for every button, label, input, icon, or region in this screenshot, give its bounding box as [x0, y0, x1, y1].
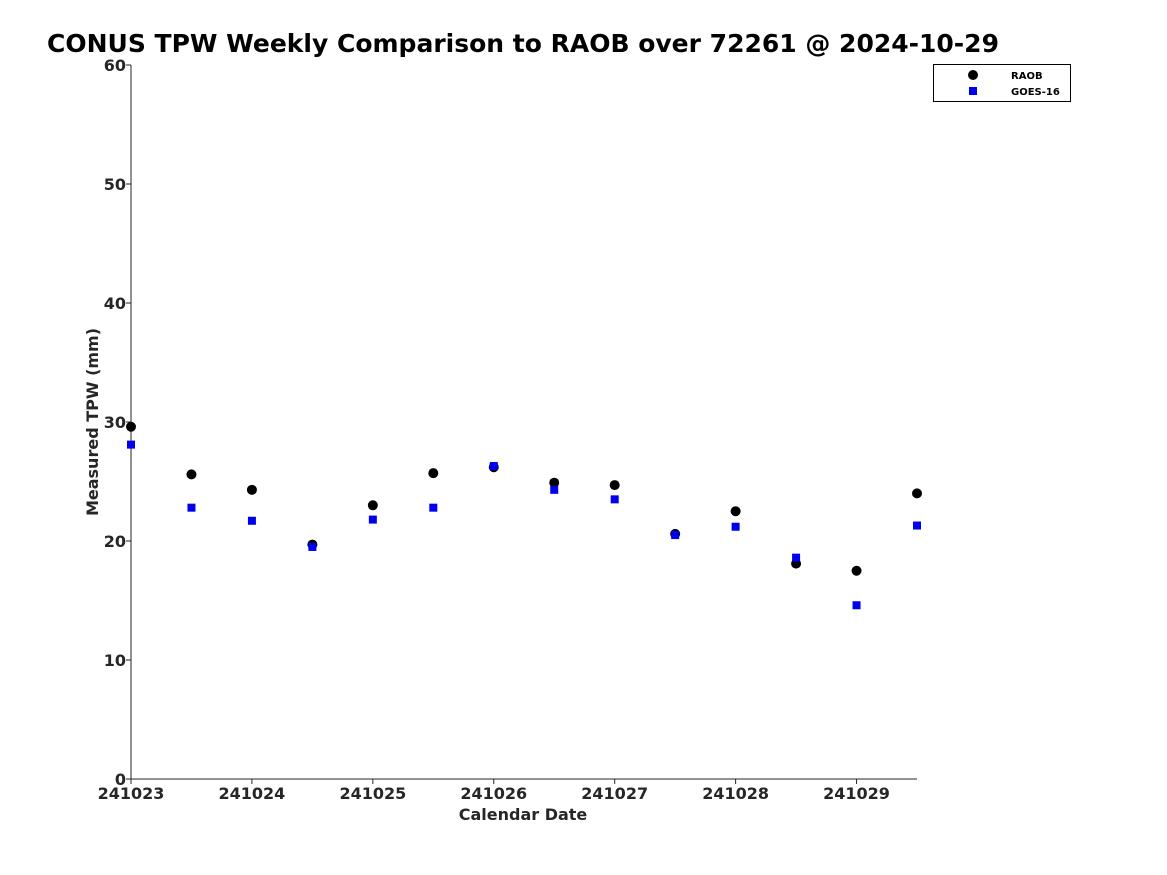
point-raob [730, 506, 741, 517]
legend: RAOB GOES-16 [933, 64, 1071, 102]
y-tick-label: 60 [104, 56, 126, 75]
x-tick-label: 241023 [98, 784, 165, 803]
x-tick-label: 241029 [823, 784, 890, 803]
legend-label-goes16: GOES-16 [1011, 87, 1060, 98]
chart-title: CONUS TPW Weekly Comparison to RAOB over… [47, 29, 999, 58]
legend-box [933, 64, 1071, 102]
point-goes16 [489, 462, 498, 471]
point-goes16 [127, 440, 135, 449]
x-axis: 241023 241024 241025 241026 241027 241028 2410… [98, 778, 917, 803]
y-tick-label: 0 [115, 770, 126, 789]
legend-label-raob: RAOB [1011, 71, 1043, 82]
y-tick-label: 30 [104, 413, 126, 432]
legend-marker-raob [968, 70, 978, 80]
point-goes16 [429, 503, 438, 512]
y-tick-label: 40 [104, 294, 126, 313]
x-tick-label: 241024 [219, 784, 286, 803]
y-tick-label: 10 [104, 651, 126, 670]
point-raob [851, 565, 862, 576]
point-goes16 [671, 531, 680, 540]
point-goes16 [731, 522, 740, 531]
y-axis: 0 10 20 30 40 50 60 [104, 56, 132, 789]
point-goes16 [610, 495, 619, 504]
x-tick-label: 241025 [339, 784, 406, 803]
y-tick-label: 50 [104, 175, 126, 194]
y-axis-label: Measured TPW (mm) [83, 328, 102, 516]
point-goes16 [913, 521, 921, 530]
y-tick-label: 20 [104, 532, 126, 551]
point-goes16 [247, 516, 256, 525]
plot-points [126, 421, 922, 610]
point-goes16 [792, 553, 801, 562]
point-raob [912, 488, 922, 499]
point-goes16 [187, 503, 196, 512]
x-tick-label: 241027 [581, 784, 648, 803]
point-raob [126, 421, 136, 432]
x-axis-label: Calendar Date [459, 805, 588, 824]
point-raob [246, 484, 257, 495]
x-tick-label: 241028 [702, 784, 769, 803]
x-tick-label: 241026 [460, 784, 527, 803]
point-raob [609, 480, 620, 491]
point-goes16 [368, 515, 377, 524]
point-raob [428, 468, 439, 479]
legend-marker-goes16 [969, 87, 977, 95]
point-raob [186, 469, 197, 480]
point-raob [549, 477, 560, 488]
point-goes16 [308, 542, 317, 551]
point-raob [367, 500, 378, 511]
point-goes16 [852, 601, 861, 610]
point-goes16 [550, 485, 559, 494]
